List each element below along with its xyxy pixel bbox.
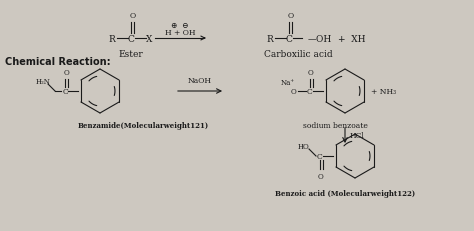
Text: X: X	[146, 34, 152, 43]
Text: Benzamide(Molecularweight121): Benzamide(Molecularweight121)	[78, 122, 209, 129]
Text: H₂N: H₂N	[36, 78, 50, 86]
Text: HO: HO	[298, 142, 310, 150]
Text: C: C	[307, 88, 313, 96]
Text: Chemical Reaction:: Chemical Reaction:	[5, 57, 110, 67]
Text: C: C	[128, 34, 135, 43]
Text: Ester: Ester	[118, 50, 143, 59]
Text: R: R	[266, 34, 273, 43]
Text: Carboxilic acid: Carboxilic acid	[264, 50, 332, 59]
Text: C: C	[62, 88, 68, 96]
Text: HCl: HCl	[350, 131, 365, 139]
Text: —OH: —OH	[308, 34, 332, 43]
Text: O: O	[130, 12, 136, 20]
Text: R: R	[109, 34, 115, 43]
Text: + NH₃: + NH₃	[371, 88, 396, 96]
Text: O: O	[288, 12, 294, 20]
Text: sodium benzoate: sodium benzoate	[302, 122, 367, 129]
Text: O: O	[290, 88, 296, 96]
Text: O: O	[63, 69, 69, 77]
Text: C: C	[285, 34, 292, 43]
Text: O: O	[318, 172, 324, 180]
Text: ⊕  ⊖: ⊕ ⊖	[171, 22, 189, 30]
Text: +  XH: + XH	[338, 34, 365, 43]
Text: Benzoic acid (Molecularweight122): Benzoic acid (Molecularweight122)	[275, 189, 415, 197]
Text: NaOH: NaOH	[188, 77, 212, 85]
Text: C: C	[317, 152, 323, 160]
Text: H + OH: H + OH	[165, 29, 195, 37]
Text: O: O	[308, 69, 314, 77]
Text: Na⁺: Na⁺	[281, 79, 295, 87]
